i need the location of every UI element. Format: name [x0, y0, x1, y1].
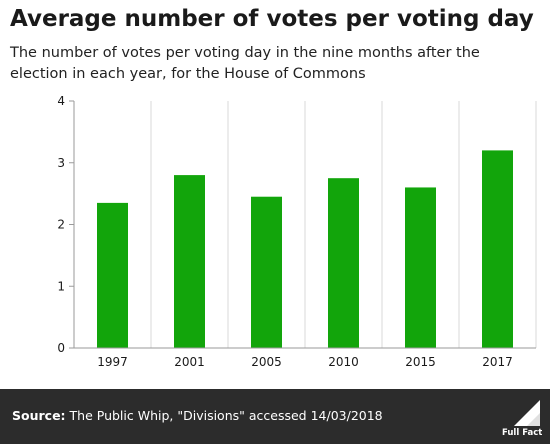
- bar-2017: [482, 150, 513, 348]
- bar-2001: [174, 175, 205, 348]
- bar-2005: [251, 196, 282, 348]
- bar-1997: [97, 202, 128, 348]
- x-tick-label: 2010: [328, 355, 359, 369]
- logo-text: Full Fact: [502, 428, 542, 438]
- source-text: The Public Whip, "Divisions" accessed 14…: [69, 408, 383, 423]
- x-tick-label: 2001: [174, 355, 205, 369]
- x-tick-label: 2017: [482, 355, 513, 369]
- bar-2010: [328, 178, 359, 348]
- full-fact-logo: Full Fact: [502, 400, 542, 438]
- y-tick-label: 4: [57, 94, 65, 108]
- chart-subtitle: The number of votes per voting day in th…: [10, 45, 480, 82]
- x-tick-label: 1997: [97, 355, 128, 369]
- source-footer: Source: The Public Whip, "Divisions" acc…: [0, 389, 550, 444]
- y-tick-label: 2: [57, 218, 65, 232]
- y-tick-label: 0: [57, 341, 65, 355]
- y-tick-label: 3: [57, 156, 65, 170]
- source-note: Source: The Public Whip, "Divisions" acc…: [12, 407, 383, 425]
- x-tick-label: 2005: [251, 355, 282, 369]
- bar-chart: 0 1 2 3 4 1997 2001 2005 2010 2015 2017: [57, 94, 537, 369]
- chart-title: Average number of votes per voting day: [10, 6, 534, 32]
- source-label: Source:: [12, 408, 66, 423]
- x-tick-label: 2015: [405, 355, 436, 369]
- bar-2015: [405, 187, 436, 348]
- y-tick-label: 1: [57, 279, 65, 293]
